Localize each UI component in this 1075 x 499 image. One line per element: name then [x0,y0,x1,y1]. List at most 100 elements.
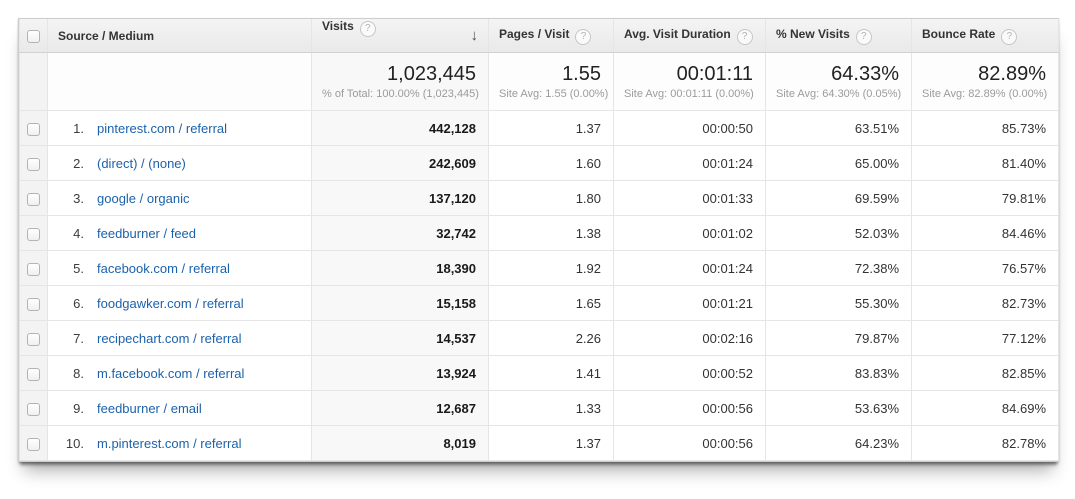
summary-duration-value: 00:01:11 [676,63,753,85]
select-all-checkbox[interactable] [27,29,40,43]
column-header-bounce-rate[interactable]: Bounce Rate? [911,19,1059,53]
summary-visits-subtext: % of Total: 100.00% (1,023,445) [322,88,479,100]
table-row: 10. m.pinterest.com / referral 8,019 1.37… [19,425,1059,461]
row-rank: 5. [73,260,84,276]
source-medium-link[interactable]: m.facebook.com / referral [97,365,245,381]
duration-cell: 00:00:52 [613,355,766,391]
column-header-pages-per-visit[interactable]: Pages / Visit? [488,19,614,53]
row-checkbox[interactable] [27,122,40,136]
pages-cell: 1.33 [488,390,614,426]
new-visits-cell: 69.59% [765,180,912,216]
duration-cell: 00:00:50 [613,110,766,146]
visits-cell: 12,687 [311,390,489,426]
new-visits-cell: 64.23% [765,425,912,461]
table-row: 7. recipechart.com / referral 14,537 2.26… [19,320,1059,356]
new-visits-cell: 55.30% [765,285,912,321]
row-checkbox[interactable] [27,437,40,451]
summary-pages-cell: 1.55 Site Avg: 1.55 (0.00%) [488,52,614,111]
new-visits-cell: 52.03% [765,215,912,251]
visits-cell: 18,390 [311,250,489,286]
summary-pages-value: 1.55 [562,63,601,85]
pages-cell: 1.92 [488,250,614,286]
column-label: Pages / Visit [499,26,570,41]
help-icon[interactable]: ? [736,28,753,45]
new-visits-cell: 63.51% [765,110,912,146]
summary-new-visits-subtext: Site Avg: 64.30% (0.05%) [776,88,902,100]
table-header-row: Source / Medium Visits? ↓ Pages / Visit?… [19,19,1059,53]
row-checkbox[interactable] [27,332,40,346]
pages-cell: 1.60 [488,145,614,181]
pages-cell: 1.38 [488,215,614,251]
row-checkbox[interactable] [27,262,40,276]
help-icon[interactable]: ? [575,28,592,45]
source-medium-link[interactable]: foodgawker.com / referral [97,295,244,311]
duration-cell: 00:02:16 [613,320,766,356]
source-medium-link[interactable]: pinterest.com / referral [97,120,228,136]
table-row: 4. feedburner / feed 32,742 1.38 00:01:02… [19,215,1059,251]
table-row: 2. (direct) / (none) 242,609 1.60 00:01:2… [19,145,1059,181]
new-visits-cell: 83.83% [765,355,912,391]
bounce-cell: 82.73% [911,285,1059,321]
help-icon[interactable]: ? [855,28,872,45]
row-rank: 10. [65,435,84,451]
visits-cell: 8,019 [311,425,489,461]
summary-source-cell [47,52,312,111]
duration-cell: 00:01:24 [613,145,766,181]
row-rank: 4. [73,225,84,241]
table-row: 5. facebook.com / referral 18,390 1.92 00… [19,250,1059,286]
table-row: 3. google / organic 137,120 1.80 00:01:33… [19,180,1059,216]
duration-cell: 00:00:56 [613,425,766,461]
table-row: 1. pinterest.com / referral 442,128 1.37 … [19,110,1059,146]
column-header-source-medium[interactable]: Source / Medium [47,19,312,53]
summary-visits-cell: 1,023,445 % of Total: 100.00% (1,023,445… [311,52,489,111]
row-checkbox[interactable] [27,367,40,381]
visits-cell: 13,924 [311,355,489,391]
column-header-avg-visit-duration[interactable]: Avg. Visit Duration? [613,19,766,53]
source-medium-link[interactable]: (direct) / (none) [97,155,186,171]
bounce-cell: 84.69% [911,390,1059,426]
column-label: Visits [322,19,354,33]
sort-descending-icon[interactable]: ↓ [470,27,479,44]
row-rank: 7. [73,330,84,346]
column-header-visits[interactable]: Visits? ↓ [311,19,489,53]
table-row: 6. foodgawker.com / referral 15,158 1.65 … [19,285,1059,321]
source-medium-link[interactable]: feedburner / feed [97,225,197,241]
source-medium-link[interactable]: recipechart.com / referral [97,330,242,346]
help-icon[interactable]: ? [359,21,376,37]
bounce-cell: 85.73% [911,110,1059,146]
row-rank: 3. [73,190,84,206]
row-checkbox[interactable] [27,402,40,416]
summary-duration-subtext: Site Avg: 00:01:11 (0.00%) [624,88,754,100]
visits-cell: 137,120 [311,180,489,216]
help-icon[interactable]: ? [1001,28,1018,45]
bounce-cell: 81.40% [911,145,1059,181]
bounce-cell: 82.78% [911,425,1059,461]
new-visits-cell: 79.87% [765,320,912,356]
summary-new-visits-cell: 64.33% Site Avg: 64.30% (0.05%) [765,52,912,111]
new-visits-cell: 65.00% [765,145,912,181]
pages-cell: 2.26 [488,320,614,356]
source-medium-link[interactable]: facebook.com / referral [97,260,230,276]
analytics-table-panel: Source / Medium Visits? ↓ Pages / Visit?… [18,18,1059,462]
visits-cell: 14,537 [311,320,489,356]
column-label: Source / Medium [58,28,155,43]
row-checkbox[interactable] [27,227,40,241]
summary-visits-value: 1,023,445 [387,63,476,85]
row-checkbox[interactable] [27,157,40,171]
row-rank: 8. [73,365,84,381]
source-medium-link[interactable]: google / organic [97,190,190,206]
row-rank: 2. [73,155,84,171]
pages-cell: 1.37 [488,425,614,461]
duration-cell: 00:01:02 [613,215,766,251]
bounce-cell: 82.85% [911,355,1059,391]
visits-cell: 442,128 [311,110,489,146]
table-row: 8. m.facebook.com / referral 13,924 1.41 … [19,355,1059,391]
row-checkbox[interactable] [27,297,40,311]
row-checkbox[interactable] [27,192,40,206]
column-header-pct-new-visits[interactable]: % New Visits? [765,19,912,53]
source-medium-link[interactable]: m.pinterest.com / referral [97,435,242,451]
new-visits-cell: 72.38% [765,250,912,286]
source-medium-link[interactable]: feedburner / email [97,400,202,416]
summary-bounce-value: 82.89% [978,63,1046,85]
column-label: Bounce Rate [922,26,996,41]
